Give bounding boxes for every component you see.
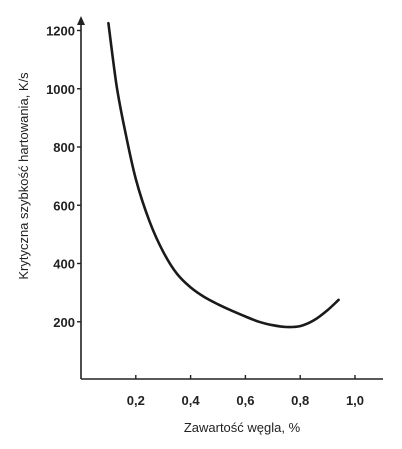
- y-tick-label: 1000: [46, 82, 75, 97]
- y-tick-label: 200: [53, 315, 75, 330]
- x-tick-label: 0,6: [236, 393, 254, 408]
- y-axis-arrow-icon: [77, 16, 85, 25]
- x-tick-group: 0,2 0,4 0,6 0,8 1,0: [127, 375, 364, 408]
- x-tick-label: 0,8: [291, 393, 309, 408]
- y-tick-label: 1200: [46, 24, 75, 39]
- x-axis-title: Zawartość węgla, %: [184, 420, 301, 435]
- y-tick-label: 400: [53, 257, 75, 272]
- x-tick-label: 0,4: [182, 393, 201, 408]
- y-tick-label: 800: [53, 140, 75, 155]
- y-axis-title: Krytyczna szybkość hartowania, K/s: [16, 72, 31, 280]
- series-line: [107, 21, 340, 329]
- y-tick-group: 200 400 600 800 1000 1200: [46, 24, 81, 330]
- plot-area: [107, 21, 340, 329]
- x-tick-label: 1,0: [346, 393, 364, 408]
- x-tick-label: 0,2: [127, 393, 145, 408]
- y-tick-label: 600: [53, 198, 75, 213]
